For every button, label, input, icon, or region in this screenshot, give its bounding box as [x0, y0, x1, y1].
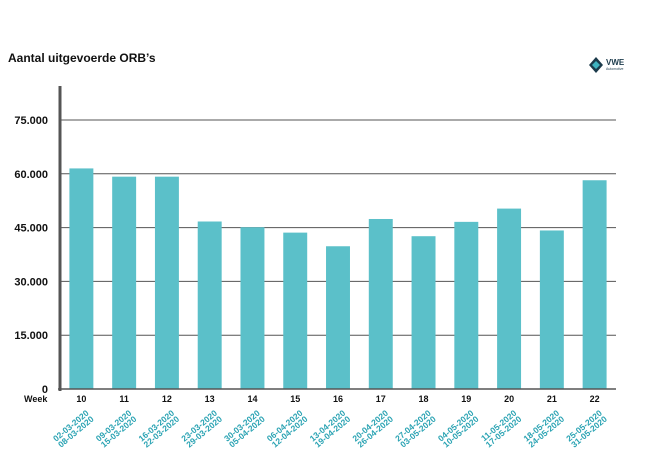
y-tick-label: 30.000 — [14, 276, 48, 288]
week-label: 16 — [333, 394, 343, 404]
vwe-logo-icon — [589, 57, 603, 73]
axes — [58, 86, 616, 391]
y-tick-label: 15.000 — [14, 330, 48, 342]
bar-week-12 — [154, 176, 179, 389]
chart-title: Aantal uitgevoerde ORB’s — [8, 51, 156, 65]
bar-week-10 — [69, 168, 94, 389]
vwe-logo-subtext: Automotive — [606, 67, 624, 71]
week-labels: Week 10 11 12 13 14 15 16 17 18 19 20 21 22 — [24, 394, 600, 404]
week-label: 15 — [290, 394, 300, 404]
week-label: 12 — [162, 394, 172, 404]
y-tick-labels: 0 15.000 30.000 45.000 60.000 75.000 — [14, 115, 48, 396]
y-tick-label: 60.000 — [14, 169, 48, 181]
vwe-logo: VWE Automotive — [589, 57, 625, 73]
date-range-labels: 02-03-202008-03-202009-03-202015-03-2020… — [51, 408, 609, 450]
bar-week-15 — [283, 232, 308, 389]
bar-week-11 — [112, 176, 137, 389]
week-label: 11 — [119, 394, 129, 404]
bar-week-14 — [240, 227, 265, 389]
week-label: 14 — [247, 394, 257, 404]
week-label: 18 — [419, 394, 429, 404]
bar-week-13 — [197, 221, 222, 389]
bar-week-17 — [368, 218, 393, 389]
bar-week-20 — [497, 208, 522, 389]
week-label: 21 — [547, 394, 557, 404]
bar-week-22 — [582, 180, 607, 389]
y-tick-label: 45.000 — [14, 223, 48, 235]
week-label: 20 — [504, 394, 514, 404]
week-label: 19 — [461, 394, 471, 404]
week-prefix-label: Week — [24, 394, 48, 404]
week-label: 17 — [376, 394, 386, 404]
bar-week-21 — [539, 230, 564, 389]
week-label: 10 — [76, 394, 86, 404]
bar-week-19 — [454, 221, 479, 389]
vwe-logo-text: VWE — [606, 58, 625, 67]
bar-week-16 — [326, 246, 350, 389]
week-label: 13 — [205, 394, 215, 404]
y-tick-label: 0 — [42, 384, 48, 396]
bar-week-18 — [411, 236, 436, 389]
week-label: 22 — [590, 394, 600, 404]
y-tick-label: 75.000 — [14, 115, 48, 127]
bars — [69, 168, 607, 389]
